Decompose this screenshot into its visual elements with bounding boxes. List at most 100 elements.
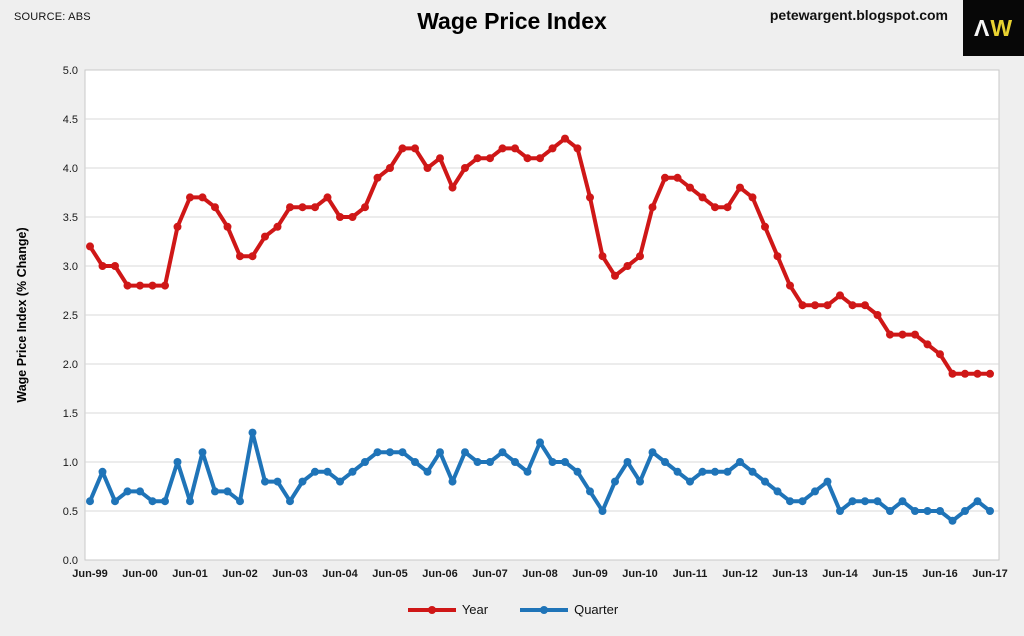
- quarter-point: [348, 467, 357, 476]
- year-point: [211, 203, 219, 212]
- year-point: [761, 222, 769, 231]
- legend-year-line-sample: [407, 605, 456, 614]
- year-point: [261, 232, 269, 241]
- year-point: [698, 193, 707, 202]
- quarter-point: [936, 507, 944, 515]
- quarter-point: [661, 458, 669, 466]
- svg-text:5.0: 5.0: [63, 65, 78, 77]
- year-point: [511, 144, 519, 153]
- year-point: [111, 262, 119, 270]
- year-point: [911, 330, 919, 339]
- year-point: [186, 193, 194, 202]
- quarter-point: [636, 477, 644, 486]
- legend-label-year: Year: [461, 602, 489, 617]
- quarter-point: [598, 507, 607, 515]
- quarter-point: [773, 487, 782, 496]
- svg-text:1.5: 1.5: [63, 408, 78, 420]
- legend-item-quarter: Quarter: [518, 602, 618, 617]
- year-point: [986, 369, 994, 378]
- quarter-point: [848, 497, 857, 506]
- year-point: [536, 154, 544, 163]
- year-point: [936, 350, 944, 359]
- year-point: [586, 193, 594, 202]
- quarter-point: [723, 467, 732, 476]
- quarter-point: [698, 467, 707, 476]
- quarter-point: [461, 448, 469, 457]
- quarter-point: [436, 448, 444, 457]
- year-point: [461, 164, 469, 172]
- svg-text:Jun-04: Jun-04: [322, 568, 358, 580]
- quarter-point: [361, 458, 369, 466]
- year-point: [823, 301, 832, 310]
- year-point: [223, 222, 232, 231]
- year-point: [136, 281, 144, 290]
- year-point: [836, 291, 844, 300]
- quarter-point: [386, 448, 394, 457]
- year-point: [523, 154, 532, 163]
- series-year: [86, 134, 994, 378]
- year-point: [723, 203, 732, 212]
- year-point: [386, 164, 394, 172]
- svg-text:3.0: 3.0: [63, 261, 78, 273]
- svg-text:Jun-14: Jun-14: [822, 568, 858, 580]
- year-point: [573, 144, 582, 153]
- year-point: [811, 301, 819, 310]
- year-point: [886, 330, 894, 339]
- quarter-point: [623, 458, 632, 466]
- quarter-point: [523, 467, 532, 476]
- year-point: [861, 301, 869, 310]
- quarter-point: [298, 477, 307, 486]
- series-quarter: [86, 428, 994, 525]
- year-point: [311, 203, 319, 212]
- svg-text:0.5: 0.5: [63, 506, 78, 518]
- chart-legend: Year Quarter: [0, 602, 1024, 617]
- svg-text:2.0: 2.0: [63, 359, 78, 371]
- year-point: [848, 301, 857, 310]
- year-point: [286, 203, 294, 212]
- svg-text:2.5: 2.5: [63, 310, 78, 322]
- quarter-point: [311, 467, 319, 476]
- quarter-point: [923, 507, 932, 515]
- year-point: [273, 222, 282, 231]
- quarter-point: [873, 497, 882, 506]
- quarter-point: [136, 487, 144, 496]
- year-point: [411, 144, 419, 153]
- year-point: [323, 193, 332, 202]
- year-point: [123, 281, 132, 290]
- x-axis-tick-labels: Jun-99 Jun-00 Jun-01 Jun-02 Jun-03 Jun-04 Jun-…: [72, 568, 1007, 580]
- year-point: [86, 242, 94, 251]
- quarter-point: [173, 458, 182, 466]
- quarter-point: [986, 507, 994, 515]
- quarter-point: [336, 477, 344, 486]
- quarter-point: [423, 467, 432, 476]
- quarter-point: [711, 467, 719, 476]
- year-point: [148, 281, 157, 290]
- svg-text:3.5: 3.5: [63, 212, 78, 224]
- source-label: SOURCE: ABS: [14, 11, 91, 23]
- year-point: [686, 183, 694, 192]
- year-point: [448, 183, 457, 192]
- quarter-point: [286, 497, 294, 506]
- year-point: [561, 134, 569, 143]
- year-point: [773, 252, 782, 261]
- quarter-point: [123, 487, 132, 496]
- quarter-point: [548, 458, 557, 466]
- page-title: Wage Price Index: [417, 8, 607, 34]
- logo-caret-glyph: Λ: [973, 15, 991, 41]
- year-point: [623, 262, 632, 270]
- quarter-point: [198, 448, 207, 457]
- svg-text:Jun-03: Jun-03: [272, 568, 307, 580]
- quarter-point: [786, 497, 794, 506]
- quarter-point: [261, 477, 269, 486]
- quarter-point: [573, 467, 582, 476]
- blog-url: petewargent.blogspot.com: [769, 7, 948, 23]
- svg-text:Jun-07: Jun-07: [472, 568, 507, 580]
- svg-text:Jun-11: Jun-11: [673, 568, 708, 580]
- quarter-point: [736, 458, 744, 466]
- quarter-point: [686, 477, 694, 486]
- quarter-point: [886, 507, 894, 515]
- svg-text:Jun-05: Jun-05: [372, 568, 407, 580]
- year-point: [161, 281, 169, 290]
- legend-quarter-line-sample: [520, 605, 569, 614]
